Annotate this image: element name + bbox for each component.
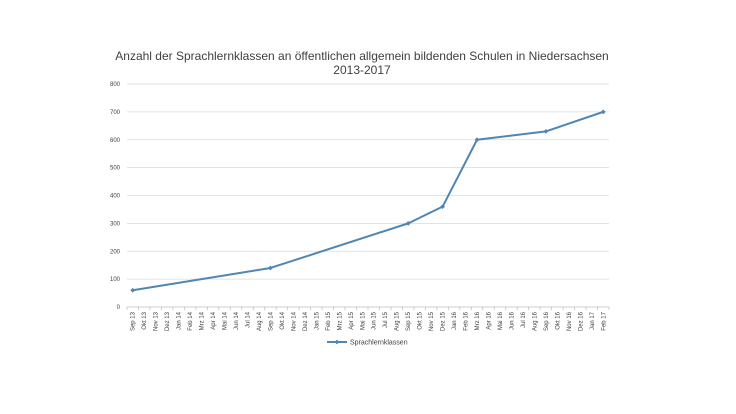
x-tick-label: Nov 16 — [567, 311, 573, 331]
x-tick-label: Mai 16 — [498, 311, 504, 330]
y-tick-label: 800 — [110, 82, 121, 88]
data-point — [474, 137, 480, 143]
x-tick-label: Mrz 16 — [475, 311, 481, 330]
x-tick-label: Jul 16 — [521, 311, 527, 328]
legend-label: Sprachlernklassen — [350, 340, 408, 347]
x-tick-label: Feb 16 — [464, 311, 470, 330]
x-tick-label: Okt 15 — [418, 311, 424, 329]
data-point — [543, 128, 549, 134]
x-tick-label: Aug 16 — [532, 311, 538, 331]
x-tick-label: Jan 14 — [177, 311, 183, 330]
chart-title-line-2: 2013-2017 — [333, 63, 391, 77]
x-tick-label: Dez 14 — [303, 311, 309, 331]
y-tick-label: 600 — [110, 138, 121, 144]
x-tick-label: Dez 15 — [441, 311, 447, 331]
data-point — [405, 220, 411, 226]
x-tick-label: Dez 13 — [165, 311, 171, 331]
x-tick-label: Jan 16 — [452, 311, 458, 330]
x-tick-label: Jan 15 — [314, 311, 320, 330]
x-tick-label: Sep 14 — [268, 311, 274, 331]
x-tick-label: Nov 14 — [291, 311, 297, 331]
y-tick-label: 500 — [110, 166, 121, 172]
x-axis — [126, 306, 610, 310]
x-tick-label: Jul 15 — [383, 311, 389, 328]
data-point — [600, 109, 606, 115]
y-tick-label: 0 — [117, 305, 121, 311]
x-tick-label: Nov 15 — [429, 311, 435, 331]
x-tick-label: Sep 16 — [544, 311, 550, 331]
x-tick-label: Mai 14 — [223, 311, 229, 330]
x-tick-label: Mai 15 — [360, 311, 366, 330]
x-tick-label: Feb 17 — [601, 311, 607, 330]
y-tick-label: 700 — [110, 110, 121, 116]
x-tick-label: Jun 14 — [234, 311, 240, 330]
y-tick-label: 400 — [110, 194, 121, 200]
x-axis-ticks: Sep 13 Okt 13 Nov 13 Dez 13 Jan 14 Feb 14 Mrz … — [131, 311, 608, 331]
x-tick-label: Mrz 15 — [337, 311, 343, 330]
legend-swatch-marker — [334, 339, 340, 345]
data-point — [268, 265, 273, 271]
x-tick-label: Jan 17 — [590, 311, 596, 330]
x-tick-label: Feb 14 — [188, 311, 194, 330]
y-tick-label: 300 — [110, 221, 121, 227]
x-tick-label: Okt 16 — [555, 311, 561, 329]
x-tick-label: Aug 14 — [257, 311, 263, 331]
x-tick-label: Apr 15 — [349, 311, 355, 329]
x-tick-label: Feb 15 — [326, 311, 332, 330]
x-tick-label: Apr 16 — [487, 311, 493, 329]
series-layer — [130, 109, 606, 293]
x-tick-label: Sep 15 — [406, 311, 412, 331]
data-point — [440, 204, 445, 210]
series-line-0 — [132, 110, 604, 292]
x-tick-label: Dez 16 — [578, 311, 584, 331]
x-tick-label: Apr 14 — [211, 311, 217, 329]
x-tick-label: Jun 15 — [372, 311, 378, 330]
chart-title-line-1: Anzahl der Sprachlernklassen an öffentli… — [115, 49, 608, 63]
y-axis-ticks: 0 100 200 300 400 500 600 700 800 — [110, 82, 121, 311]
y-tick-label: 200 — [110, 249, 121, 255]
y-tick-label: 100 — [110, 277, 121, 283]
x-tick-label: Okt 14 — [280, 311, 286, 329]
legend: Sprachlernklassen — [327, 340, 408, 347]
x-tick-label: Sep 13 — [131, 311, 137, 331]
gridlines — [127, 83, 609, 280]
x-tick-label: Aug 15 — [395, 311, 401, 331]
x-tick-label: Mrz 14 — [200, 311, 206, 330]
x-tick-label: Jul 14 — [246, 311, 252, 328]
x-tick-label: Nov 13 — [154, 311, 160, 331]
data-point — [130, 287, 136, 293]
x-tick-label: Okt 13 — [142, 311, 148, 329]
x-tick-label: Jun 16 — [509, 311, 515, 330]
